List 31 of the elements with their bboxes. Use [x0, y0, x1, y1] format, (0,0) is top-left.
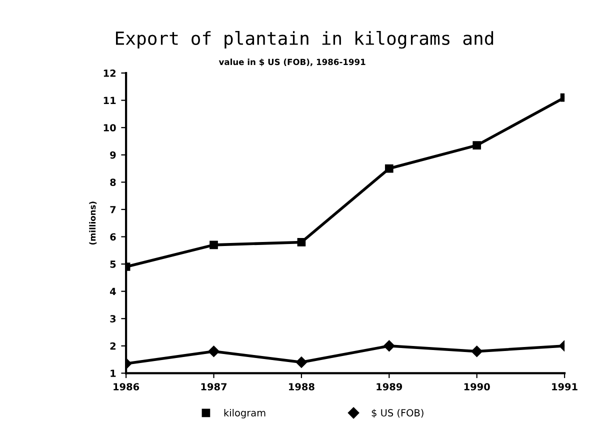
x-tick-label: 1986: [114, 383, 140, 390]
y-tick-label: 10: [104, 124, 116, 132]
x-tick-label: 1991: [552, 383, 578, 390]
x-tick-label: 1990: [464, 383, 490, 390]
legend-label: $ US (FOB): [372, 408, 424, 418]
y-axis-title: (millions): [89, 202, 97, 245]
point: [208, 346, 220, 357]
y-tick-label: 5: [110, 260, 116, 268]
y-tick-label: 6: [110, 233, 116, 241]
y-tick-label: 12: [104, 70, 116, 77]
point: [384, 340, 395, 352]
y-tick-label: 8: [110, 178, 116, 186]
point: [210, 240, 218, 250]
x-tick-label: 1988: [289, 383, 314, 390]
point: [472, 141, 482, 150]
y-tick-label: 1: [110, 370, 116, 377]
legend-label: kilogram: [224, 408, 266, 418]
y-tick-label: 3: [110, 315, 116, 322]
x-tick-label: 1987: [201, 383, 227, 390]
point: [296, 356, 308, 368]
chart-subtitle: value in $ US (FOB), 1986-1991: [218, 58, 366, 66]
y-tick-label: 9: [110, 151, 116, 159]
y-tick-label: 4: [110, 288, 116, 296]
point: [297, 238, 306, 246]
chart-title: Export of plantain in kilograms and: [116, 30, 494, 49]
point: [471, 346, 482, 357]
point: [384, 164, 394, 173]
y-tick-label: 7: [110, 206, 116, 214]
y-tick-label: 2: [110, 342, 116, 350]
y-tick-label: 11: [104, 96, 116, 104]
x-tick-label: 1989: [376, 383, 402, 390]
